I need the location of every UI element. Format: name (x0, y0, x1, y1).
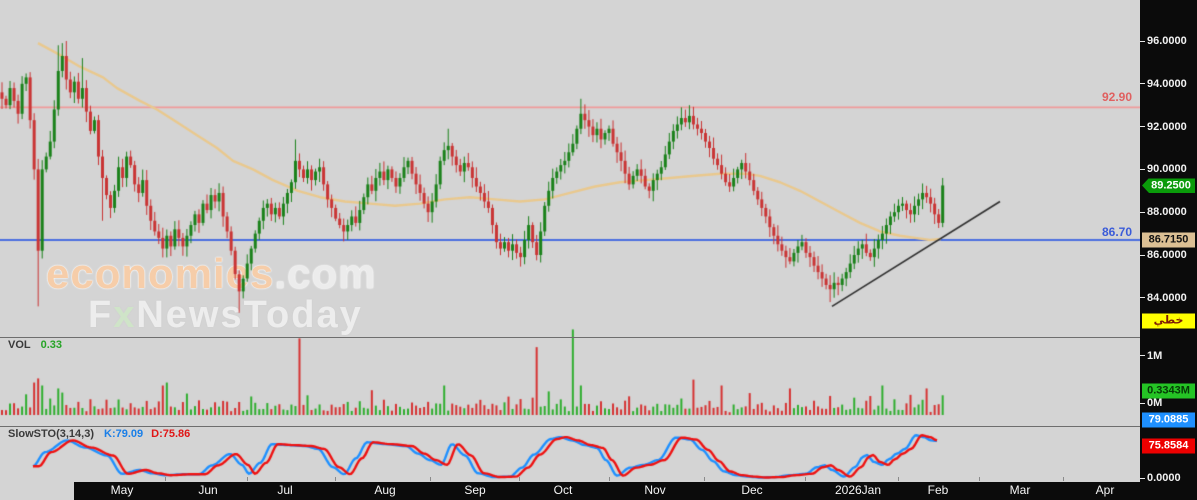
month-label-May: May (110, 483, 134, 497)
axis-0.0000-label: 0.0000 (1147, 472, 1181, 484)
price-92-tick (1140, 126, 1145, 128)
price-86-label: 86.0000 (1147, 249, 1187, 261)
month-label-2026Jan: 2026Jan (834, 483, 882, 497)
price-84-label: 84.0000 (1147, 291, 1187, 304)
price-90-tick (1140, 168, 1145, 170)
price-96-tick (1140, 40, 1145, 42)
month-label-Feb: Feb (927, 483, 949, 497)
scale-type-badge: خطي (1142, 313, 1195, 329)
month-label-Sep: Sep (464, 483, 486, 497)
month-boundary-tick (703, 477, 705, 481)
price-90-label: 90.0000 (1147, 163, 1187, 176)
price-94-tick (1140, 83, 1145, 85)
axis-1M-label: 1M (1147, 349, 1163, 362)
month-label-Jul: Jul (277, 483, 293, 497)
price-88-tick (1140, 211, 1145, 213)
price-92-label: 92.0000 (1147, 120, 1187, 133)
axis-0.0000-tick (1140, 477, 1145, 479)
sto-d-value: D:75.86 (151, 428, 191, 440)
support-line-label: 86.70 (1101, 225, 1132, 239)
axis-0M-label: 0M (1147, 397, 1163, 409)
volume-indicator-value: 0.33 (40, 339, 63, 351)
month-boundary-tick (898, 477, 899, 481)
sto-d-badge: 75.8584 (1142, 438, 1195, 453)
month-boundary-tick (246, 477, 248, 481)
main-volume-divider (0, 337, 1140, 338)
volume-indicator-label: VOL 0.33 (8, 339, 63, 351)
month-boundary-tick (805, 477, 806, 481)
last-price-badge: 89.2500 (1142, 178, 1195, 193)
month-boundary-tick (609, 477, 610, 481)
volume-value-badge: 0.3343M (1142, 383, 1195, 399)
time-axis[interactable]: May Jun Jul Aug Sep Oct Nov Dec 2026Jan Feb Mar Apr (74, 482, 1197, 500)
resistance-line-label: 92.90 (1101, 90, 1132, 104)
month-boundary-tick (430, 477, 431, 481)
sto-k-value: K:79.09 (104, 428, 144, 440)
month-boundary-tick (1062, 477, 1064, 481)
month-boundary-tick (335, 477, 336, 481)
month-label-Mar: Mar (1009, 483, 1031, 497)
price-96-label: 96.0000 (1147, 35, 1187, 47)
price-86-tick (1140, 254, 1145, 256)
price-axis[interactable]: 96.0000 94.0000 92.0000 90.0000 88.0000 86.00… (1140, 0, 1197, 500)
month-label-Oct: Oct (553, 483, 573, 497)
month-boundary-tick (165, 477, 166, 481)
sto-indicator-label: SlowSTO(3,14,3) K:79.09 D:75.86 (8, 428, 191, 440)
month-label-Nov: Nov (644, 483, 666, 497)
prev-close-badge: 86.7150 (1142, 232, 1195, 248)
price-88-label: 88.0000 (1147, 206, 1187, 219)
sto-k-badge: 79.0885 (1142, 412, 1195, 427)
month-label-Jun: Jun (198, 483, 218, 497)
axis-1M-tick (1140, 355, 1145, 356)
month-label-Apr: Apr (1095, 483, 1115, 497)
volume-sto-divider (0, 426, 1140, 427)
month-label-Dec: Dec (741, 483, 763, 497)
price-94-label: 94.0000 (1147, 77, 1187, 90)
price-chart-canvas[interactable] (0, 0, 1140, 482)
price-84-tick (1140, 297, 1145, 299)
month-boundary-tick (519, 477, 520, 481)
month-label-Aug: Aug (374, 483, 396, 497)
month-boundary-tick (979, 477, 980, 481)
axis-0M-tick (1140, 402, 1145, 404)
